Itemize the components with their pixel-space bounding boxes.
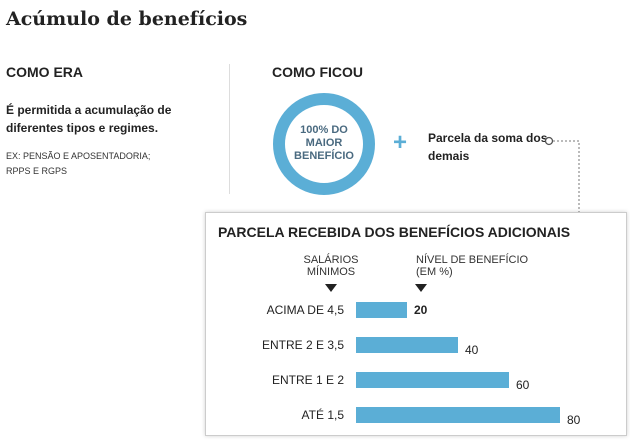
category-label: ENTRE 1 E 2: [272, 373, 344, 387]
examples-line-2: RPPS E RGPS: [6, 166, 68, 176]
page-title: Acúmulo de benefícios: [6, 8, 248, 30]
bars-group: ACIMA DE 4,5 20 ENTRE 2 E 3,5 40 ENTRE 1 E 2…: [262, 302, 581, 427]
benefit-bar-chart: PARCELA RECEBIDA DOS BENEFÍCIOS ADICIONA…: [218, 224, 581, 427]
ring-label-line-2: MAIOR: [305, 137, 343, 149]
ring-label-line-1: 100% DO: [300, 124, 348, 136]
after-heading: COMO FICOU: [272, 64, 363, 80]
value-label: 20: [414, 303, 428, 317]
value-label: 40: [465, 343, 479, 357]
before-description: É permitida a acumulação de diferentes t…: [6, 103, 172, 135]
bar: [356, 337, 458, 353]
triangle-down-icon: [415, 284, 427, 292]
value-label: 60: [516, 378, 530, 392]
category-label: ACIMA DE 4,5: [267, 303, 345, 317]
ring-label-line-3: BENEFÍCIO: [294, 150, 354, 162]
category-label: ATÉ 1,5: [302, 407, 345, 422]
before-examples: EX: PENSÃO E APOSENTADORIA; RPPS E RGPS: [6, 149, 206, 179]
portion-label: Parcela da soma dos demais: [428, 131, 548, 163]
chart-title: PARCELA RECEBIDA DOS BENEFÍCIOS ADICIONA…: [218, 224, 570, 240]
triangle-down-icon: [325, 284, 337, 292]
chart-panel: PARCELA RECEBIDA DOS BENEFÍCIOS ADICIONA…: [205, 212, 627, 436]
value-header-line-2: (EM %): [416, 266, 453, 278]
dotted-connector-icon: [544, 136, 580, 216]
category-label: ENTRE 2 E 3,5: [262, 338, 344, 352]
bar: [356, 372, 509, 388]
before-heading: COMO ERA: [6, 64, 83, 80]
category-header-line-1: SALÁRIOS: [303, 253, 358, 266]
value-label: 80: [567, 413, 581, 427]
section-divider: [229, 64, 230, 194]
bar: [356, 302, 407, 318]
value-header-line-1: NÍVEL DE BENEFÍCIO: [416, 253, 529, 266]
examples-line-1: EX: PENSÃO E APOSENTADORIA;: [6, 151, 151, 161]
plus-icon: +: [393, 129, 408, 156]
category-header-line-2: MÍNIMOS: [307, 265, 355, 278]
ring-label: 100% DO MAIOR BENEFÍCIO: [285, 124, 363, 163]
bar: [356, 407, 560, 423]
